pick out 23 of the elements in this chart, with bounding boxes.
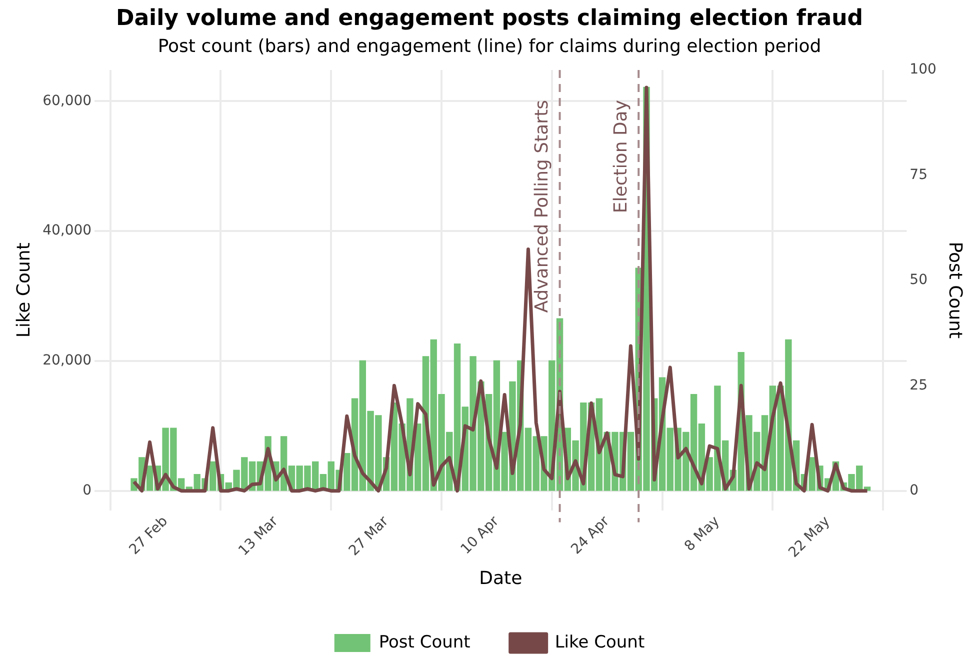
y2-tick-label: 75	[910, 166, 928, 183]
x-tick-label: 27 Mar	[346, 513, 392, 560]
x-tick-label: 13 Mar	[236, 513, 282, 560]
y2-tick-label: 0	[910, 482, 919, 498]
y2-tick-label: 25	[910, 377, 928, 394]
y2-tick-label: 100	[910, 62, 936, 78]
y-tick-label: 20,000	[42, 352, 92, 369]
legend-label: Post Count	[378, 632, 471, 652]
legend-label: Like Count	[554, 632, 645, 652]
chart-title: Daily volume and engagement posts claiming election fraud	[116, 6, 864, 31]
x-axis-title: Date	[479, 568, 522, 589]
y2-axis-title: Post Count	[944, 242, 966, 339]
y-axis-title: Like Count	[13, 242, 34, 338]
y2-tick-label: 50	[910, 272, 928, 288]
y-tick-label: 0	[82, 482, 92, 498]
y-tick-label: 40,000	[42, 222, 92, 239]
y-tick-label: 60,000	[42, 92, 92, 109]
chart-subtitle: Post count (bars) and engagement (line) for claims during election period	[158, 36, 822, 57]
x-tick-label: 10 Apr	[458, 513, 502, 558]
ref-line-label: Election Day	[610, 100, 632, 214]
ref-line-label: Advanced Polling Starts	[531, 100, 552, 313]
x-tick-label: 27 Feb	[126, 513, 172, 558]
x-tick-label: 24 Apr	[568, 513, 613, 558]
